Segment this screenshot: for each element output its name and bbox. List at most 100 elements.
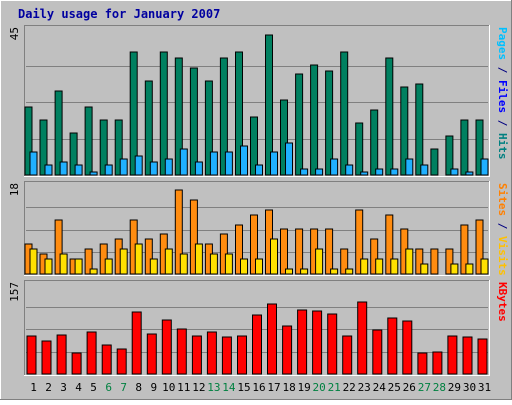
bar-kbytes-day-25 xyxy=(387,317,398,375)
bar-hits-day-5 xyxy=(84,106,93,176)
bar-kbytes-day-14 xyxy=(221,336,232,375)
bar-kbytes-day-23 xyxy=(357,301,368,375)
bar-sites-day-24 xyxy=(375,258,384,275)
bar-sites-day-2 xyxy=(44,258,53,275)
bar-hits-day-28 xyxy=(430,148,439,176)
bar-files-day-19 xyxy=(300,168,309,176)
right-legend-label: KBytes xyxy=(496,282,509,322)
bar-files-day-31 xyxy=(480,158,489,176)
bar-visits-day-16 xyxy=(250,214,258,275)
bar-kbytes-day-29 xyxy=(447,335,458,375)
bar-hits-day-7 xyxy=(114,119,123,176)
x-label-day-16: 16 xyxy=(252,381,265,394)
bar-kbytes-day-3 xyxy=(56,334,67,375)
bar-sites-day-26 xyxy=(405,248,414,275)
bar-visits-day-23 xyxy=(355,209,364,275)
bar-hits-day-9 xyxy=(144,80,153,176)
x-label-day-9: 9 xyxy=(150,381,157,394)
x-label-day-10: 10 xyxy=(162,381,175,394)
bar-sites-day-15 xyxy=(240,258,248,275)
y-max-label: 18 xyxy=(8,183,21,196)
hits-panel: 45 Pages / Files / Hits xyxy=(8,25,509,177)
bar-hits-day-31 xyxy=(475,119,484,176)
bar-kbytes-day-4 xyxy=(71,352,82,375)
bar-kbytes-day-16 xyxy=(252,314,262,375)
bar-visits-day-28 xyxy=(430,248,439,275)
bar-kbytes-day-27 xyxy=(417,352,428,375)
bar-sites-day-30 xyxy=(465,263,474,275)
bar-sites-day-18 xyxy=(285,268,293,275)
x-label-day-17: 17 xyxy=(267,381,280,394)
bar-hits-day-16 xyxy=(250,116,258,176)
bar-files-day-11 xyxy=(179,148,188,176)
bar-hits-day-24 xyxy=(370,109,379,176)
bar-files-day-12 xyxy=(194,161,203,176)
bar-visits-day-18 xyxy=(280,228,288,275)
bar-kbytes-day-31 xyxy=(477,338,488,375)
bar-sites-day-9 xyxy=(149,258,158,275)
bar-kbytes-day-2 xyxy=(41,340,52,375)
bar-sites-day-31 xyxy=(480,258,489,275)
x-label-day-7: 7 xyxy=(120,381,127,394)
bar-hits-day-29 xyxy=(445,135,454,176)
bar-kbytes-day-7 xyxy=(116,348,127,375)
bar-sites-day-5 xyxy=(89,268,98,275)
bar-files-day-23 xyxy=(360,171,369,176)
bar-kbytes-day-15 xyxy=(237,335,247,375)
bar-hits-day-2 xyxy=(39,119,48,176)
bar-sites-day-10 xyxy=(164,248,173,275)
bar-sites-day-16 xyxy=(255,258,263,275)
legend-segment: Sites xyxy=(496,183,509,216)
bar-sites-day-20 xyxy=(315,248,324,275)
right-legend-label: Sites / Visits xyxy=(496,183,509,276)
bar-files-day-16 xyxy=(255,164,263,176)
bar-hits-day-8 xyxy=(129,51,138,176)
bar-kbytes-day-11 xyxy=(176,328,187,375)
bar-sites-day-12 xyxy=(194,243,203,275)
bar-files-day-24 xyxy=(375,168,384,176)
legend-segment: Pages xyxy=(496,27,509,60)
x-label-day-4: 4 xyxy=(75,381,82,394)
bar-hits-day-20 xyxy=(310,64,319,176)
bar-kbytes-day-17 xyxy=(267,303,277,375)
panels: 45 Pages / Files / Hits 18 Sites / Visits 15… xyxy=(8,25,509,376)
x-label-day-27: 27 xyxy=(418,381,431,394)
x-label-day-14: 14 xyxy=(222,381,236,394)
bar-kbytes-day-5 xyxy=(86,331,97,375)
bar-visits-day-12 xyxy=(189,199,198,275)
bar-sites-day-3 xyxy=(59,253,68,275)
x-label-day-19: 19 xyxy=(297,381,310,394)
bar-hits-day-27 xyxy=(415,83,424,176)
bar-kbytes-day-12 xyxy=(191,335,202,375)
x-label-day-26: 26 xyxy=(403,381,416,394)
x-label-day-20: 20 xyxy=(312,381,325,394)
bar-kbytes-day-21 xyxy=(327,313,338,375)
bar-files-day-5 xyxy=(89,171,98,176)
x-label-day-25: 25 xyxy=(388,381,401,394)
bar-visits-day-31 xyxy=(475,219,484,275)
bar-hits-day-15 xyxy=(235,51,243,176)
bar-kbytes-day-22 xyxy=(342,335,353,375)
bar-visits-day-21 xyxy=(325,228,334,275)
bar-visits-day-9 xyxy=(144,238,153,275)
legend-segment: Files xyxy=(496,80,509,113)
bar-hits-day-12 xyxy=(189,67,198,176)
bar-files-day-14 xyxy=(224,151,233,176)
x-label-day-3: 3 xyxy=(60,381,67,394)
bar-files-day-25 xyxy=(390,168,399,176)
bar-hits-day-19 xyxy=(295,73,304,176)
bar-hits-day-22 xyxy=(340,51,349,176)
x-label-day-21: 21 xyxy=(328,381,341,394)
bar-hits-day-18 xyxy=(280,99,288,176)
x-label-day-22: 22 xyxy=(343,381,356,394)
bar-visits-day-11 xyxy=(174,189,183,275)
x-label-day-2: 2 xyxy=(45,381,52,394)
bar-hits-day-23 xyxy=(355,122,364,176)
x-label-day-30: 30 xyxy=(463,381,476,394)
bar-hits-day-26 xyxy=(400,86,409,176)
bar-visits-day-3 xyxy=(54,219,63,275)
bar-visits-day-15 xyxy=(235,224,243,275)
bar-hits-day-4 xyxy=(69,132,78,176)
bar-sites-day-29 xyxy=(450,263,459,275)
